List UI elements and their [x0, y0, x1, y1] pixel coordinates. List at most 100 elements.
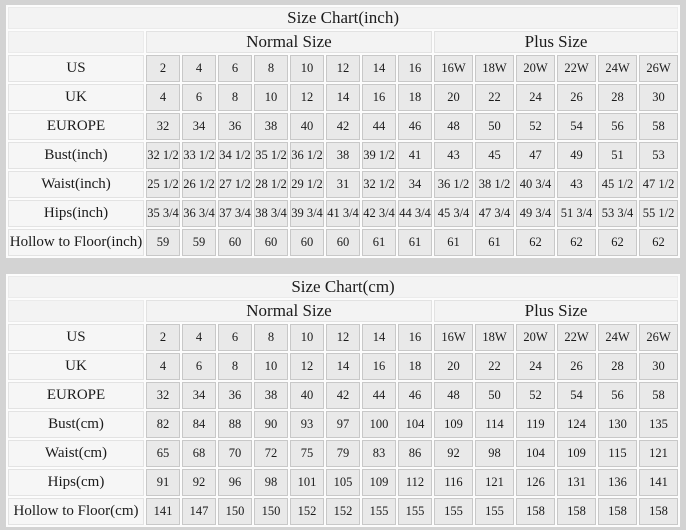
size-cell: 61 — [398, 229, 432, 256]
size-cell: 38 3/4 — [254, 200, 288, 227]
size-cell: 155 — [434, 498, 473, 525]
size-cell: 155 — [475, 498, 514, 525]
table-row: EUROPE 32 34 36 38 40 42 44 46 48 50 52 54 56 58 — [8, 382, 679, 409]
size-cell: 119 — [516, 411, 555, 438]
size-cell: 41 — [398, 142, 432, 169]
size-cell: 62 — [516, 229, 555, 256]
size-cell: 104 — [398, 411, 432, 438]
size-cell: 8 — [218, 353, 252, 380]
size-cell: 72 — [254, 440, 288, 467]
size-cell: 39 1/2 — [362, 142, 396, 169]
size-cell: 52 — [516, 113, 555, 140]
size-cell: 65 — [146, 440, 180, 467]
size-cell: 8 — [254, 324, 288, 351]
size-cell: 75 — [290, 440, 324, 467]
size-cell: 45 3/4 — [434, 200, 473, 227]
size-cell: 96 — [218, 469, 252, 496]
size-cell: 16 — [398, 55, 432, 82]
size-cell: 14 — [362, 324, 396, 351]
size-cell: 12 — [326, 324, 360, 351]
size-cell: 93 — [290, 411, 324, 438]
size-cell: 51 — [598, 142, 637, 169]
size-cell: 61 — [362, 229, 396, 256]
size-cell: 10 — [290, 55, 324, 82]
size-cell: 36 1/2 — [434, 171, 473, 198]
size-cell: 30 — [639, 84, 679, 111]
size-cell: 124 — [557, 411, 596, 438]
size-cell: 28 — [598, 353, 637, 380]
size-cell: 42 — [326, 382, 360, 409]
size-cell: 38 — [326, 142, 360, 169]
size-cell: 79 — [326, 440, 360, 467]
size-cell: 48 — [434, 382, 473, 409]
size-cell: 32 — [146, 113, 180, 140]
size-cell: 4 — [182, 55, 216, 82]
size-cell: 112 — [398, 469, 432, 496]
size-cell: 6 — [218, 324, 252, 351]
size-cell: 54 — [557, 382, 596, 409]
size-cell: 31 — [326, 171, 360, 198]
row-label: UK — [8, 84, 144, 111]
size-cell: 130 — [598, 411, 637, 438]
size-cell: 10 — [290, 324, 324, 351]
size-cell: 82 — [146, 411, 180, 438]
size-cell: 158 — [639, 498, 679, 525]
row-label: Hips(inch) — [8, 200, 144, 227]
size-cell: 62 — [598, 229, 637, 256]
size-cell: 150 — [254, 498, 288, 525]
row-label: US — [8, 55, 144, 82]
size-cell: 24 — [516, 353, 555, 380]
table-row: Hollow to Floor(inch) 59 59 60 60 60 60 61 61 61 6… — [8, 229, 679, 256]
size-cell: 14 — [362, 55, 396, 82]
size-cell: 70 — [218, 440, 252, 467]
size-cell: 155 — [398, 498, 432, 525]
size-cell: 8 — [254, 55, 288, 82]
table-row: UK 4 6 8 10 12 14 16 18 20 22 24 26 28 30 — [8, 353, 679, 380]
size-cell: 25 1/2 — [146, 171, 180, 198]
size-cell: 6 — [182, 84, 216, 111]
size-cell: 43 — [557, 171, 596, 198]
size-cell: 60 — [218, 229, 252, 256]
size-cell: 6 — [182, 353, 216, 380]
size-cell: 4 — [146, 353, 180, 380]
size-cell: 121 — [475, 469, 514, 496]
row-label: US — [8, 324, 144, 351]
size-cell: 61 — [434, 229, 473, 256]
size-cell: 51 3/4 — [557, 200, 596, 227]
size-cell: 33 1/2 — [182, 142, 216, 169]
size-cell: 152 — [290, 498, 324, 525]
size-cell: 36 1/2 — [290, 142, 324, 169]
size-cell: 35 1/2 — [254, 142, 288, 169]
size-cell: 97 — [326, 411, 360, 438]
size-cell: 98 — [254, 469, 288, 496]
size-cell: 115 — [598, 440, 637, 467]
size-cell: 147 — [182, 498, 216, 525]
size-cell: 126 — [516, 469, 555, 496]
size-cell: 26W — [639, 324, 679, 351]
size-cell: 32 1/2 — [146, 142, 180, 169]
size-cell: 62 — [557, 229, 596, 256]
size-cell: 48 — [434, 113, 473, 140]
table-row: Bust(cm) 82 84 88 90 93 97 100 104 109 114 119 124 13… — [8, 411, 679, 438]
size-cell: 158 — [598, 498, 637, 525]
size-cell: 10 — [254, 84, 288, 111]
size-cell: 109 — [557, 440, 596, 467]
size-cell: 18 — [398, 84, 432, 111]
size-cell: 43 — [434, 142, 473, 169]
size-cell: 100 — [362, 411, 396, 438]
size-cell: 22 — [475, 84, 514, 111]
row-label: Waist(inch) — [8, 171, 144, 198]
size-cell: 2 — [146, 324, 180, 351]
size-cell: 32 — [146, 382, 180, 409]
size-cell: 37 3/4 — [218, 200, 252, 227]
size-chart-inch-table: Size Chart(inch) Normal Size Plus Size U… — [6, 5, 681, 258]
size-cell: 60 — [254, 229, 288, 256]
row-label: EUROPE — [8, 113, 144, 140]
table-row: Waist(cm) 65 68 70 72 75 79 83 86 92 98 104 109 115 12… — [8, 440, 679, 467]
size-cell: 12 — [290, 84, 324, 111]
size-cell: 36 — [218, 113, 252, 140]
row-label: Bust(inch) — [8, 142, 144, 169]
size-cell: 116 — [434, 469, 473, 496]
size-cell: 8 — [218, 84, 252, 111]
size-cell: 18W — [475, 55, 514, 82]
